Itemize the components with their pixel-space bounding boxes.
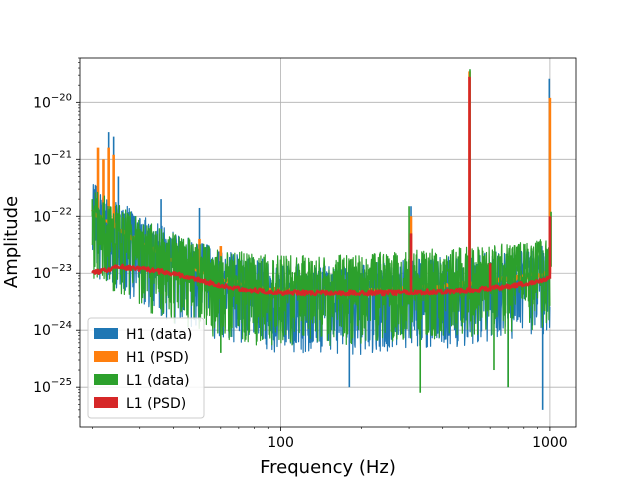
plot-series [91,69,552,410]
legend-label: H1 (PSD) [126,350,189,366]
legend: H1 (data) H1 (PSD) L1 (data) L1 (PSD) [87,317,205,419]
series-trace [91,191,551,346]
x-axis-label: Frequency (Hz) [260,457,396,478]
y-tick-label: 10−25 [33,377,72,396]
legend-box [87,317,205,419]
plot-frame [79,57,577,428]
legend-swatch [94,351,118,362]
legend-swatch [94,374,118,385]
y-tick-label: 10−22 [33,206,72,225]
y-tick-label: 10−24 [33,320,72,339]
series-trace [91,263,551,297]
y-tick-label: 10−21 [33,149,72,168]
x-tick-label: 1000 [532,435,568,451]
legend-label: L1 (PSD) [126,396,186,412]
series-l1-psd [91,76,552,297]
x-tick-label: 100 [267,435,294,451]
axis-ticks: 100 1000 10−25 10−24 10−23 10−22 10−21 10−20 [33,57,568,451]
legend-label: H1 (data) [126,327,192,343]
legend-label: L1 (data) [126,373,190,389]
y-axis-label: Amplitude [1,196,22,288]
legend-swatch [94,328,118,339]
y-tick-label: 10−20 [33,92,72,111]
y-tick-label: 10−23 [33,263,72,282]
legend-swatch [94,397,118,408]
